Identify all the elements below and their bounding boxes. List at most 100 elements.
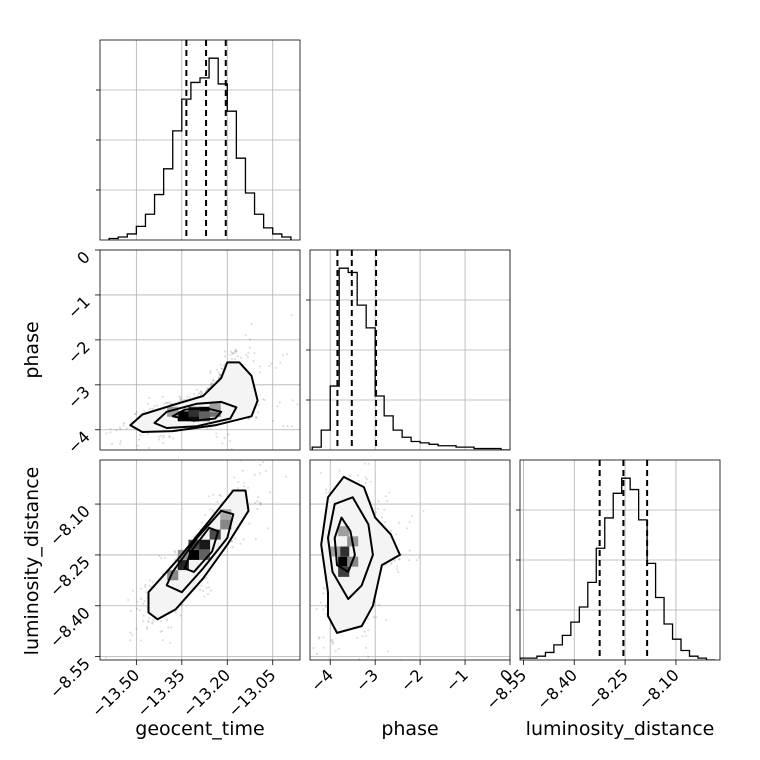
sample-point — [212, 493, 215, 496]
sample-point — [162, 434, 165, 437]
sample-point — [279, 361, 282, 364]
x-tick-label: −13.50 — [88, 665, 143, 720]
sample-point — [272, 419, 275, 422]
sample-point — [322, 608, 325, 611]
density-cell — [209, 529, 221, 540]
sample-point — [385, 619, 388, 622]
y-axis-label-phase: phase — [21, 321, 43, 378]
contour-level-2 — [327, 496, 374, 600]
sample-point — [142, 602, 145, 605]
sample-point — [210, 589, 213, 592]
density-cell — [198, 411, 211, 422]
sample-point — [254, 538, 257, 541]
sample-point — [358, 658, 361, 660]
sample-point — [125, 427, 128, 430]
sample-point — [142, 614, 145, 617]
sample-point — [134, 412, 137, 415]
contour-level-1 — [129, 361, 259, 433]
sample-point — [161, 395, 164, 398]
sample-point — [376, 507, 379, 510]
sample-point — [318, 636, 321, 639]
sample-point — [319, 601, 322, 604]
sample-point — [386, 499, 389, 503]
sample-point — [203, 595, 206, 598]
sample-point — [322, 646, 325, 649]
histogram-step — [108, 57, 292, 240]
sample-point — [378, 603, 381, 607]
x-axis-label-phase: phase — [381, 718, 438, 740]
sample-point — [152, 619, 155, 622]
sample-point — [179, 398, 182, 401]
sample-point — [397, 558, 401, 561]
sample-point — [258, 472, 261, 475]
sample-point — [372, 616, 375, 619]
density-cell — [338, 556, 350, 567]
sample-point — [166, 618, 169, 621]
sample-point — [144, 591, 148, 594]
sample-point — [109, 453, 111, 455]
sample-point — [233, 349, 237, 352]
sample-point — [148, 579, 151, 582]
density-fill — [321, 476, 400, 633]
corner-panels: −13.50−13.35−13.20−13.05 −4 −3 −2 −1 0−8.55 −8… — [46, 39, 721, 721]
sample-point — [357, 480, 360, 483]
sample-point — [219, 373, 222, 376]
density-cell — [177, 411, 189, 422]
sample-point — [179, 614, 182, 617]
sample-point — [135, 410, 138, 413]
sample-point — [255, 500, 259, 503]
sample-point — [215, 368, 218, 371]
sample-point — [322, 636, 325, 639]
sample-point — [324, 605, 327, 608]
sample-point — [316, 652, 319, 656]
sample-point — [334, 650, 337, 653]
sample-point — [129, 631, 132, 634]
sample-point — [155, 404, 159, 407]
y-tick-label: −3 — [64, 382, 94, 412]
sample-point — [364, 481, 367, 485]
sample-point — [262, 460, 265, 464]
x-tick-label: −13.20 — [179, 665, 234, 720]
sample-point — [212, 378, 215, 381]
sample-point — [230, 540, 233, 543]
sample-point — [239, 542, 242, 545]
sample-point — [263, 398, 266, 402]
density-cell — [220, 519, 232, 530]
sample-point — [167, 435, 171, 438]
sample-point — [158, 438, 161, 441]
sample-point — [369, 480, 372, 483]
sample-point — [209, 427, 212, 430]
sample-point — [207, 586, 210, 589]
sample-point — [199, 390, 202, 393]
sample-point — [398, 558, 401, 561]
sample-point — [109, 427, 112, 430]
hist-panel-phase — [306, 249, 511, 451]
sample-point — [246, 356, 249, 359]
sample-point — [159, 630, 162, 633]
sample-point — [153, 405, 156, 408]
axes-frame — [99, 459, 301, 661]
density-cell — [188, 549, 200, 560]
sample-point — [318, 703, 320, 705]
sample-point — [206, 593, 210, 596]
sample-point — [250, 322, 253, 325]
sample-point — [221, 367, 224, 370]
sample-point — [386, 650, 390, 653]
sample-point — [266, 527, 269, 530]
sample-point — [254, 501, 257, 504]
y-tick-label: −8.10 — [46, 501, 94, 549]
sample-point — [158, 554, 161, 558]
sample-point — [229, 440, 232, 443]
sample-point — [217, 371, 220, 374]
sample-point — [199, 391, 202, 394]
sample-point — [159, 620, 163, 623]
sample-point — [364, 476, 367, 479]
sample-point — [162, 436, 165, 439]
sample-point — [211, 509, 214, 512]
sample-point — [237, 481, 240, 484]
sample-point — [259, 502, 262, 505]
sample-point — [210, 382, 213, 385]
sample-point — [209, 370, 212, 373]
sample-point — [389, 529, 392, 533]
sample-point — [207, 495, 210, 498]
